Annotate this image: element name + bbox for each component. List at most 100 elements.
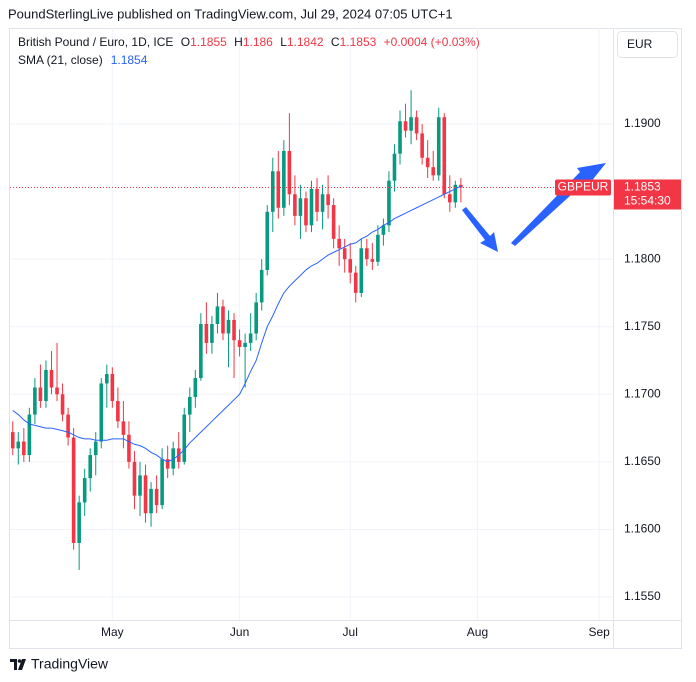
candle-body xyxy=(22,441,26,456)
candle-body xyxy=(276,171,281,208)
candle-body xyxy=(309,188,314,226)
y-tick-label: 1.1750 xyxy=(624,319,661,333)
y-tick-label: 1.1900 xyxy=(624,116,661,130)
candle-body xyxy=(282,150,286,208)
candle-body xyxy=(16,441,21,449)
axes: 1.1550 1.1600 1.1650 1.1700 1.1750 1.1800 1.19… xyxy=(101,116,661,639)
candle-body xyxy=(33,387,37,415)
candle-body xyxy=(436,117,441,176)
sma-line xyxy=(12,185,462,463)
candle-body xyxy=(448,194,452,203)
candle-body xyxy=(398,121,402,154)
candle-body xyxy=(337,238,341,249)
candle-body xyxy=(99,383,104,442)
candle-body xyxy=(55,387,59,395)
legend-title: British Pound / Euro, 1D, ICE xyxy=(18,35,173,49)
x-tick-label: May xyxy=(101,625,124,639)
logo-dot xyxy=(17,659,22,663)
price-tag-countdown: 15:54:30 xyxy=(624,194,671,208)
candle-body xyxy=(27,414,32,456)
candle-body xyxy=(127,434,131,462)
legend-h-value: 1.186 xyxy=(243,35,273,49)
legend-c: C xyxy=(331,35,340,49)
legend-l: L xyxy=(280,35,287,49)
candle-body xyxy=(293,194,297,216)
candle-body xyxy=(387,180,391,226)
currency-label: EUR xyxy=(627,37,653,51)
candle-body xyxy=(315,188,319,212)
candle-body xyxy=(93,441,98,456)
price-tag-value: 1.1853 xyxy=(624,180,661,194)
candle-body xyxy=(392,153,397,181)
candle-body xyxy=(304,198,308,226)
candle-body xyxy=(105,374,109,384)
legend-sma: SMA (21, close) 1.1854 xyxy=(18,53,148,67)
candle-body xyxy=(193,378,198,397)
price-tag-box xyxy=(614,179,681,210)
candle-body xyxy=(425,157,430,168)
legend-sma-value: 1.1854 xyxy=(111,53,148,67)
candle-body xyxy=(320,194,325,212)
candle-body xyxy=(187,396,192,415)
footer-logo xyxy=(10,659,26,670)
candle-body xyxy=(221,306,225,334)
candle-body xyxy=(342,248,347,260)
x-tick-label: Jun xyxy=(230,625,249,639)
legend-o-value: 1.1855 xyxy=(190,35,227,49)
candle-body xyxy=(381,225,386,235)
legend-c-value: 1.1853 xyxy=(340,35,377,49)
legend-l-value: 1.1842 xyxy=(287,35,324,49)
candle-body xyxy=(44,369,48,402)
candle-body xyxy=(77,502,81,543)
candle-body xyxy=(243,342,247,347)
candle-body xyxy=(237,340,242,347)
candle-body xyxy=(248,333,253,343)
candle-body xyxy=(453,184,458,203)
candle-body xyxy=(259,269,264,303)
footer-brand: TradingView xyxy=(31,656,109,672)
arrow-down xyxy=(462,207,498,252)
x-tick-label: Sep xyxy=(588,625,610,639)
symbol-tag-text: GBPEUR xyxy=(558,180,609,194)
candle-body xyxy=(132,461,137,496)
legend-o: O xyxy=(181,35,190,49)
currency-box[interactable] xyxy=(617,31,678,58)
candle-body xyxy=(116,401,120,422)
candle-body xyxy=(442,117,447,195)
candle-body xyxy=(359,248,364,293)
y-tick-label: 1.1600 xyxy=(624,522,661,536)
candle-body xyxy=(254,302,258,334)
logo-mark xyxy=(10,659,26,670)
candle-body xyxy=(49,369,54,388)
candle-body xyxy=(160,459,164,506)
legend-sma-name: SMA (21, close) xyxy=(18,53,103,67)
candle-body xyxy=(265,211,270,270)
y-tick-label: 1.1650 xyxy=(624,454,661,468)
candle-body xyxy=(326,194,330,206)
candle-body xyxy=(365,248,369,260)
chart-frame xyxy=(9,28,682,649)
x-tick-label: Aug xyxy=(467,625,488,639)
candle-body xyxy=(226,319,231,334)
legend-h: H xyxy=(234,35,243,49)
candle-body xyxy=(171,448,175,469)
candle-body xyxy=(121,421,126,435)
candle-body xyxy=(38,387,43,402)
candle-body xyxy=(353,272,358,293)
y-tick-label: 1.1700 xyxy=(624,386,661,400)
candle-body xyxy=(10,432,15,449)
candle-body xyxy=(149,488,153,514)
candle-body xyxy=(154,488,159,506)
candle-body xyxy=(215,306,220,324)
candle-body xyxy=(287,150,292,195)
legend-symbol: British Pound / Euro, 1D, ICE O1.1855 H1… xyxy=(18,35,480,49)
x-tick-label: Jul xyxy=(343,625,358,639)
candle-body xyxy=(270,171,275,212)
candle-body xyxy=(414,117,419,134)
grid xyxy=(10,28,613,620)
header-text: PoundSterlingLive published on TradingVi… xyxy=(8,6,453,21)
candle-body xyxy=(431,167,436,176)
